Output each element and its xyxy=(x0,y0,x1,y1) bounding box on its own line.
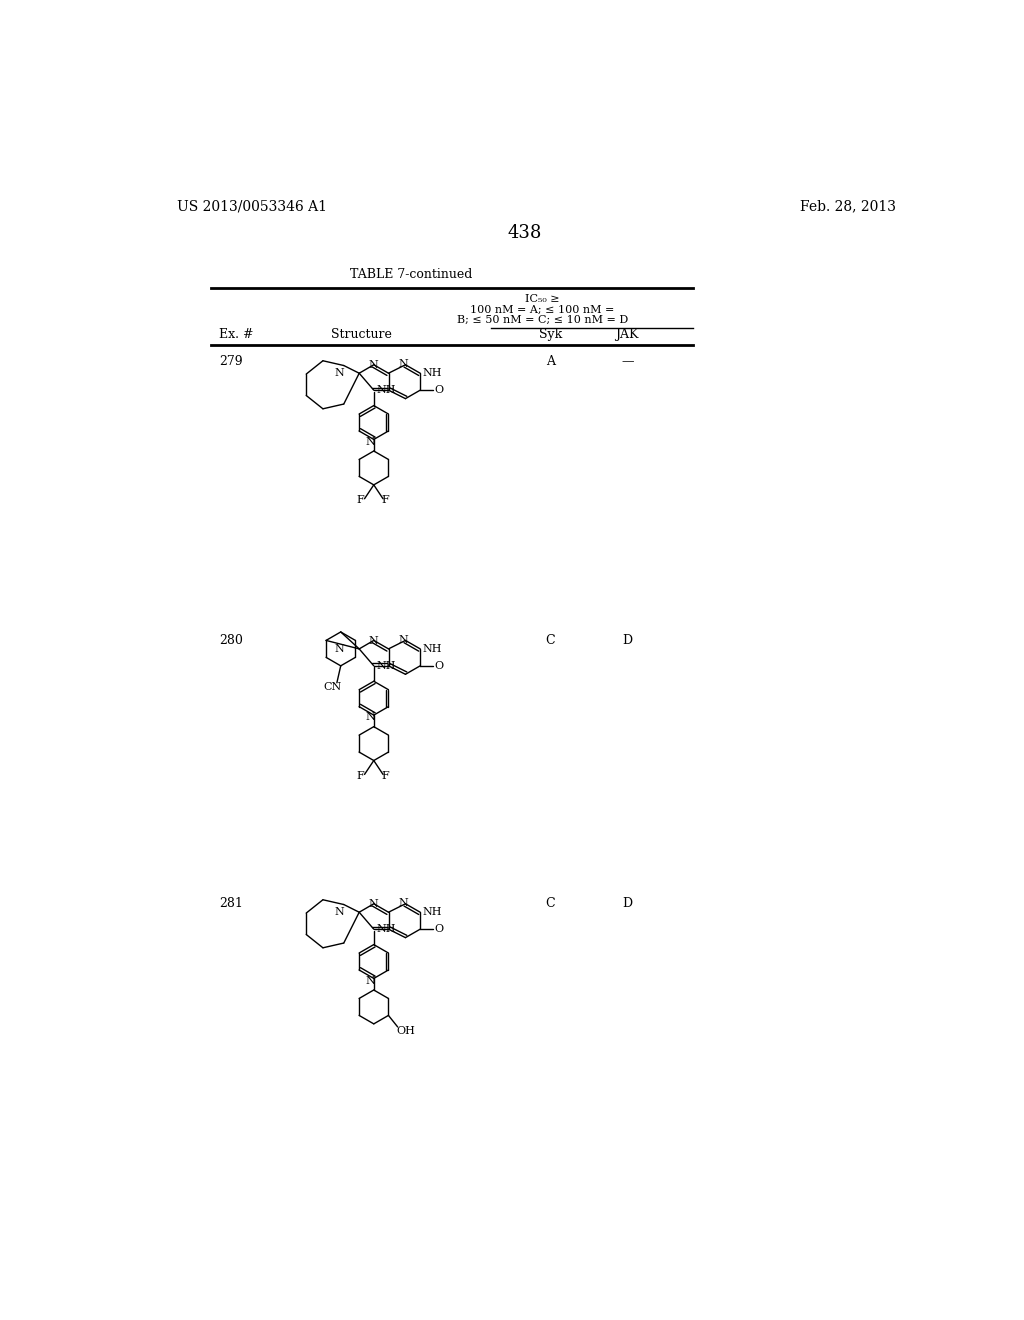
Text: IC₅₀ ≥: IC₅₀ ≥ xyxy=(525,293,560,304)
Text: F: F xyxy=(356,495,365,506)
Text: N: N xyxy=(334,644,344,653)
Text: N: N xyxy=(369,360,379,370)
Text: N: N xyxy=(398,898,408,908)
Text: F: F xyxy=(356,771,365,781)
Text: 438: 438 xyxy=(508,223,542,242)
Text: F: F xyxy=(382,495,389,506)
Text: 281: 281 xyxy=(219,896,243,909)
Text: NH: NH xyxy=(376,924,395,935)
Text: C: C xyxy=(546,634,555,647)
Text: N: N xyxy=(369,899,379,909)
Text: N: N xyxy=(366,975,376,986)
Text: N: N xyxy=(369,635,379,645)
Text: A: A xyxy=(546,355,555,368)
Text: B; ≤ 50 nM = C; ≤ 10 nM = D: B; ≤ 50 nM = C; ≤ 10 nM = D xyxy=(457,314,628,325)
Text: C: C xyxy=(546,896,555,909)
Text: US 2013/0053346 A1: US 2013/0053346 A1 xyxy=(177,199,327,214)
Text: D: D xyxy=(623,634,632,647)
Text: O: O xyxy=(435,385,444,395)
Text: N: N xyxy=(398,635,408,644)
Text: O: O xyxy=(435,924,444,935)
Text: NH: NH xyxy=(423,644,442,653)
Text: Syk: Syk xyxy=(539,327,562,341)
Text: 100 nM = A; ≤ 100 nM =: 100 nM = A; ≤ 100 nM = xyxy=(470,305,614,314)
Text: N: N xyxy=(366,713,376,722)
Text: OH: OH xyxy=(396,1026,415,1036)
Text: NH: NH xyxy=(423,907,442,917)
Text: NH: NH xyxy=(423,368,442,379)
Text: CN: CN xyxy=(324,682,342,693)
Text: D: D xyxy=(623,896,632,909)
Text: N: N xyxy=(366,437,376,447)
Text: N: N xyxy=(334,368,344,379)
Text: TABLE 7-continued: TABLE 7-continued xyxy=(350,268,473,281)
Text: O: O xyxy=(435,661,444,671)
Text: Ex. #: Ex. # xyxy=(219,327,254,341)
Text: Feb. 28, 2013: Feb. 28, 2013 xyxy=(801,199,896,214)
Text: NH: NH xyxy=(376,661,395,671)
Text: N: N xyxy=(334,907,344,917)
Text: —: — xyxy=(621,355,634,368)
Text: F: F xyxy=(382,771,389,781)
Text: NH: NH xyxy=(376,385,395,395)
Text: Structure: Structure xyxy=(331,327,392,341)
Text: JAK: JAK xyxy=(615,327,639,341)
Text: N: N xyxy=(398,359,408,370)
Text: 280: 280 xyxy=(219,634,243,647)
Text: 279: 279 xyxy=(219,355,243,368)
